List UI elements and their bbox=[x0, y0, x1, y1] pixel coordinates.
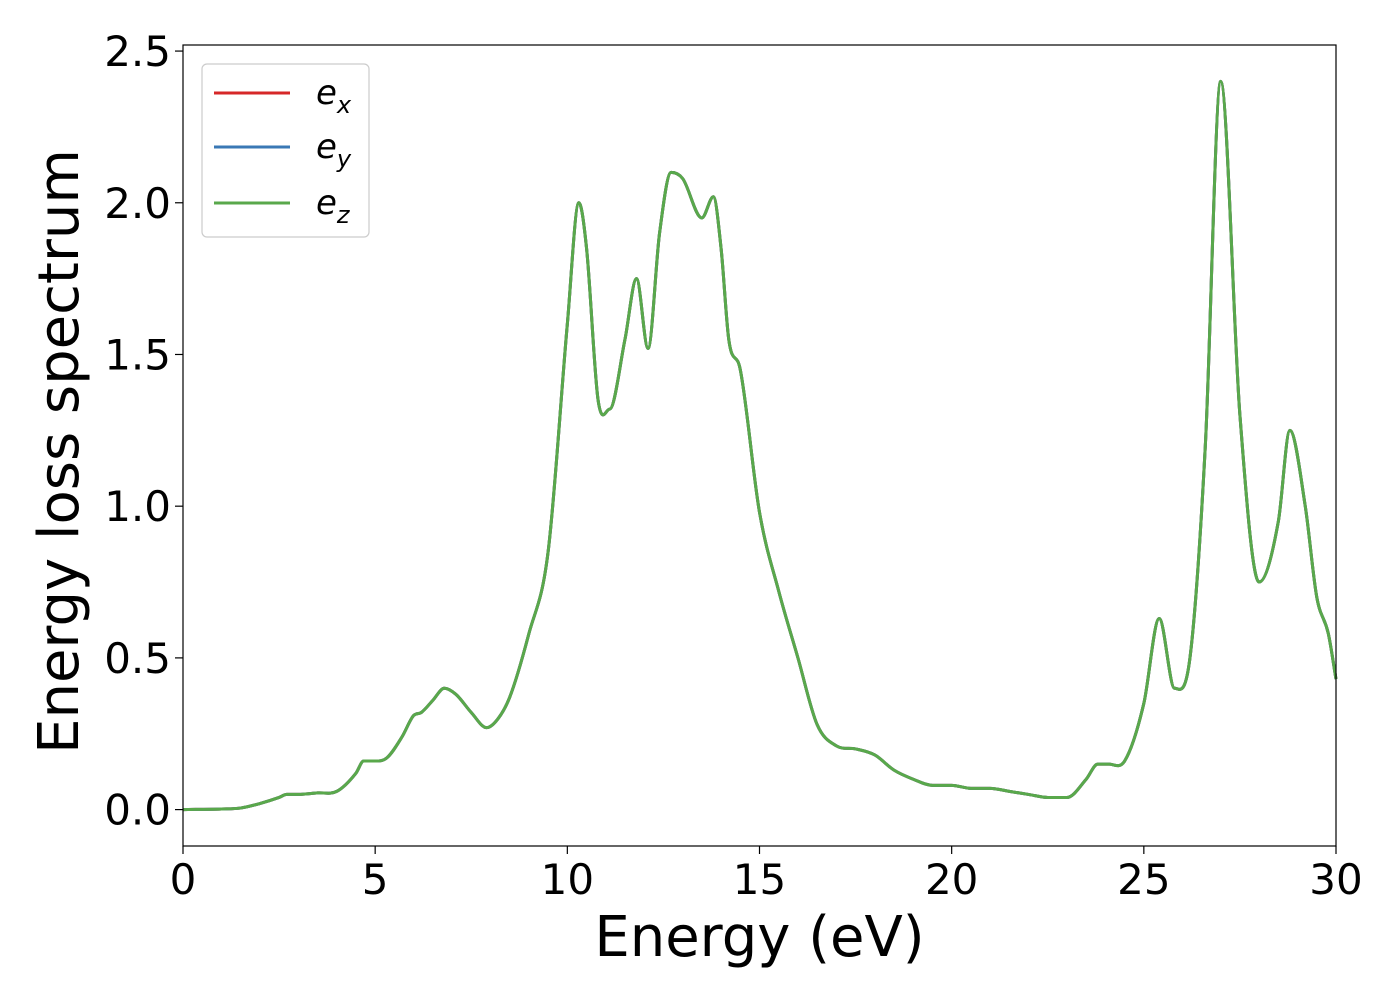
x-tick-label: 0 bbox=[170, 855, 197, 904]
ticks-layer: 0 5 10 15 20 25 30 0.0 0.5 1.0 1.5 2.0 2.5 bbox=[104, 27, 1363, 904]
y-tick-label: 2.0 bbox=[104, 179, 171, 228]
y-axis-label: Energy loss spectrum bbox=[27, 149, 92, 754]
x-tick-label: 20 bbox=[925, 855, 978, 904]
legend: ex ey ez bbox=[201, 63, 370, 238]
legend-label-ex: ex bbox=[316, 73, 352, 119]
y-tick-label: 0.5 bbox=[104, 634, 171, 683]
y-tick-label: 0.0 bbox=[104, 786, 171, 835]
x-axis-label: Energy (eV) bbox=[594, 905, 924, 970]
y-tick-label: 1.5 bbox=[104, 330, 171, 379]
x-tick-label: 30 bbox=[1309, 855, 1362, 904]
series-ez-line bbox=[182, 79, 1338, 812]
series-layer bbox=[182, 79, 1338, 812]
x-tick-label: 10 bbox=[541, 855, 594, 904]
x-tick-label: 5 bbox=[362, 855, 389, 904]
x-tick-label: 15 bbox=[733, 855, 786, 904]
legend-label-ez: ez bbox=[316, 183, 351, 229]
y-tick-label: 1.0 bbox=[104, 482, 171, 531]
legend-box bbox=[201, 63, 370, 238]
x-tick-label: 25 bbox=[1117, 855, 1170, 904]
legend-label-ey: ey bbox=[316, 127, 352, 173]
y-tick-label: 2.5 bbox=[104, 27, 171, 76]
